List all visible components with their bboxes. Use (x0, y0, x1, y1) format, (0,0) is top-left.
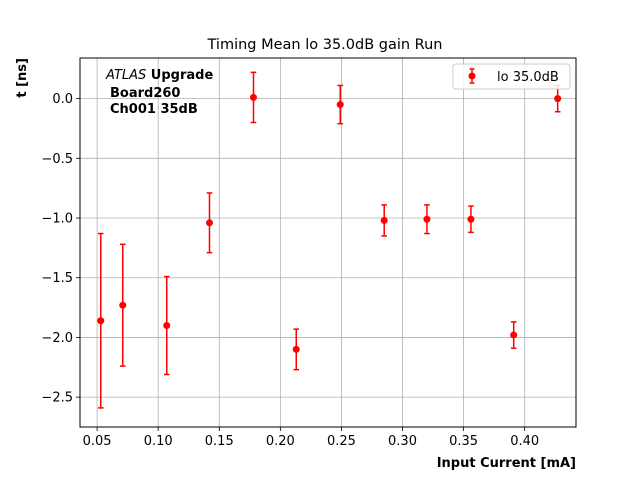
data-point (554, 95, 562, 103)
data-point (380, 216, 388, 224)
data-point (119, 301, 127, 309)
y-tick-label: −2.0 (41, 331, 73, 346)
annotation-atlas: ATLAS (105, 68, 146, 83)
x-axis-label: Input Current [mA] (437, 456, 576, 471)
annotation-upgrade: Upgrade (146, 68, 213, 83)
grid (80, 58, 576, 427)
x-tick-label: 0.25 (327, 434, 356, 449)
legend-label: lo 35.0dB (497, 70, 559, 85)
data-point (205, 219, 213, 227)
data-layer (97, 71, 562, 409)
legend-box (452, 63, 571, 90)
annotation: ATLAS Upgrade Board260 Ch001 35dB (105, 68, 213, 117)
x-tick-label: 0.40 (510, 434, 539, 449)
x-tick-label: 0.10 (144, 434, 173, 449)
data-point (97, 317, 105, 325)
x-tick-label: 0.30 (388, 434, 417, 449)
y-axis-label: t [ns] (15, 58, 30, 98)
x-tick-label: 0.35 (449, 434, 478, 449)
y-tick-label: 0.0 (52, 92, 73, 107)
annotation-board: Board260 (110, 86, 180, 101)
x-tick-label: 0.20 (266, 434, 295, 449)
data-point (249, 93, 257, 101)
data-point (292, 345, 300, 353)
annotation-channel: Ch001 35dB (110, 102, 198, 117)
ticks: 0.05 0.10 0.15 0.20 0.25 0.30 0.35 0.40 0.0 −0.5 −… (41, 92, 539, 449)
y-tick-label: −2.5 (41, 391, 73, 406)
legend: lo 35.0dB (452, 63, 571, 90)
data-point (163, 321, 171, 329)
legend-marker (468, 72, 476, 80)
chart-title: Timing Mean lo 35.0dB gain Run (207, 37, 443, 53)
svg-text:ATLAS Upgrade: ATLAS Upgrade (105, 68, 213, 83)
data-point (467, 215, 475, 223)
data-point (510, 331, 518, 339)
x-tick-label: 0.15 (205, 434, 234, 449)
plot-frame (79, 57, 577, 428)
data-point (423, 215, 431, 223)
x-tick-label: 0.05 (83, 434, 112, 449)
y-tick-label: −1.5 (41, 271, 73, 286)
y-tick-label: −0.5 (41, 152, 73, 167)
data-point (336, 101, 344, 109)
y-tick-label: −1.0 (41, 212, 73, 227)
